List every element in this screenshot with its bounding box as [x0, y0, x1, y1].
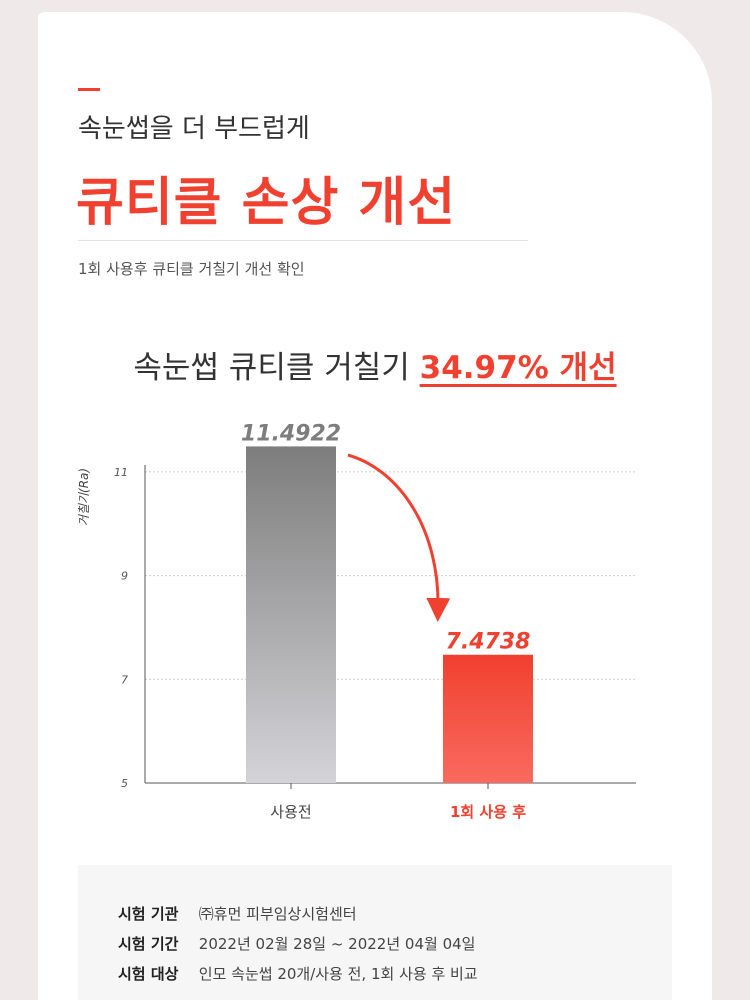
- y-tick-label: 7: [121, 673, 128, 686]
- info-label: 시험 대상: [118, 965, 179, 983]
- info-value: ㈜휴먼 피부임상시험센터: [198, 905, 357, 923]
- x-tick-label: 1회 사용 후: [450, 803, 526, 821]
- subtitle: 속눈썹을 더 부드럽게: [78, 114, 310, 144]
- y-tick-label: 11: [114, 466, 128, 479]
- divider: [78, 240, 528, 241]
- info-row: 시험 기간 2022년 02월 28일 ~ 2022년 04월 04일: [118, 933, 475, 954]
- info-value: 인모 속눈썹 20개/사용 전, 1회 사용 후 비교: [198, 965, 478, 983]
- bar: [443, 654, 533, 783]
- headline: 속눈썹 큐티클 거칠기 34.97% 개선: [0, 342, 750, 387]
- card: [38, 12, 712, 1000]
- accent-dash: [78, 88, 100, 91]
- info-row: 시험 대상 인모 속눈썹 20개/사용 전, 1회 사용 후 비교: [118, 963, 478, 984]
- value-label: 11.4922: [241, 421, 341, 446]
- info-row: 시험 기관 ㈜휴먼 피부임상시험센터: [118, 903, 357, 924]
- y-axis-label: 거칠기(Ra): [77, 468, 91, 526]
- test-info: 시험 기관 ㈜휴먼 피부임상시험센터 시험 기간 2022년 02월 28일 ~…: [78, 865, 672, 1000]
- y-tick-label: 9: [121, 570, 128, 583]
- headline-highlight: 34.97% 개선: [419, 350, 617, 386]
- headline-prefix: 속눈썹 큐티클 거칠기: [133, 350, 410, 386]
- info-label: 시험 기간: [118, 935, 179, 953]
- title: 큐티클 손상 개선: [76, 173, 457, 233]
- bar: [246, 446, 336, 783]
- y-tick-label: 5: [121, 777, 128, 790]
- arrow: [347, 453, 451, 622]
- x-tick-label: 사용전: [270, 803, 311, 821]
- info-label: 시험 기관: [118, 905, 179, 923]
- description: 1회 사용후 큐티클 거칠기 개선 확인: [78, 260, 305, 278]
- value-label: 7.4738: [446, 630, 531, 655]
- info-value: 2022년 02월 28일 ~ 2022년 04월 04일: [198, 935, 476, 953]
